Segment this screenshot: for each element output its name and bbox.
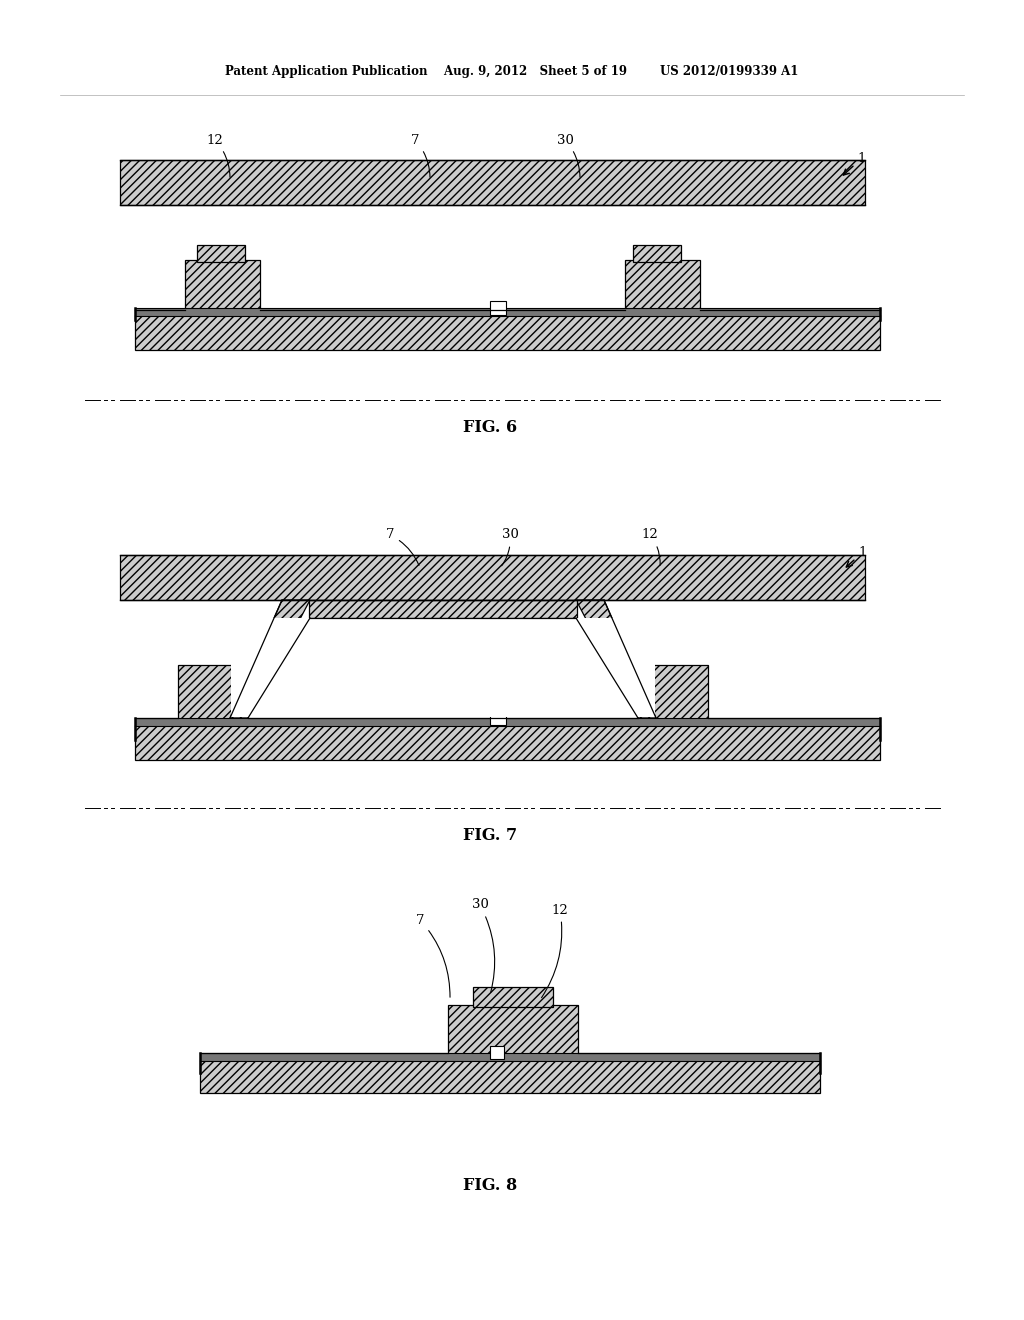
Bar [231,618,655,717]
Bar [490,301,506,315]
Text: 7: 7 [411,133,430,177]
Bar [120,554,865,601]
Bar [135,308,880,315]
Bar [626,675,640,700]
Text: 7: 7 [386,528,419,565]
Bar [640,665,708,719]
Bar [633,246,681,261]
Text: FIG. 8: FIG. 8 [463,1176,517,1193]
Bar [135,718,880,726]
Polygon shape [230,601,310,718]
Bar [490,711,506,725]
Text: 30: 30 [472,899,495,993]
Bar [233,675,247,700]
Text: 12: 12 [642,528,660,565]
Text: 30: 30 [502,528,518,566]
Bar [135,725,880,760]
Bar [309,601,577,618]
Bar [449,1005,578,1055]
Text: FIG. 7: FIG. 7 [463,828,517,845]
Text: 12: 12 [207,133,230,177]
Text: 7: 7 [416,913,450,997]
Text: 30: 30 [557,133,580,177]
Text: 1: 1 [844,152,866,176]
Bar [473,987,553,1007]
Bar [200,1060,820,1093]
Text: Patent Application Publication    Aug. 9, 2012   Sheet 5 of 19        US 2012/01: Patent Application Publication Aug. 9, 2… [225,66,799,78]
Text: 1: 1 [846,545,867,568]
Text: FIG. 6: FIG. 6 [463,420,517,437]
Bar [200,1053,820,1061]
Bar [197,246,245,261]
Text: 12: 12 [542,903,568,998]
Bar [178,665,246,719]
Bar [120,160,865,205]
Bar [185,260,260,310]
Bar [135,315,880,350]
Bar [490,1045,504,1059]
Polygon shape [575,601,656,718]
Bar [625,260,700,310]
